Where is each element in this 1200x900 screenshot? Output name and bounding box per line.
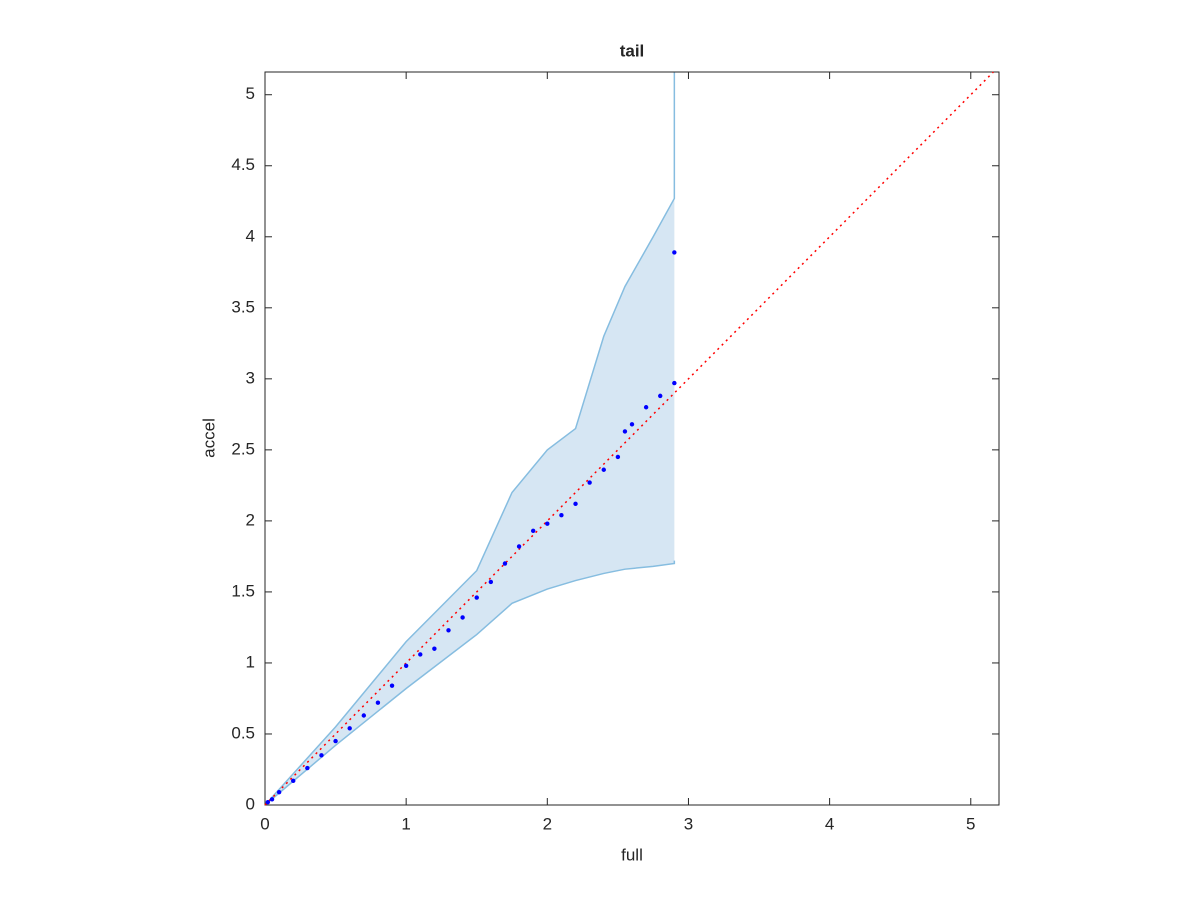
band-upper: [264, 72, 676, 806]
point: [622, 429, 628, 434]
point: [432, 646, 437, 651]
band-lower: [264, 560, 676, 806]
x-tick-label: 1: [401, 814, 410, 833]
point: [389, 683, 395, 688]
point: [643, 405, 649, 410]
point: [460, 615, 465, 620]
point: [418, 652, 423, 657]
point: [587, 480, 592, 485]
point: [276, 790, 282, 795]
point: [559, 513, 564, 518]
point: [601, 467, 606, 472]
y-tick-label: 3: [246, 368, 255, 387]
chart-title: tail: [620, 41, 645, 60]
point: [545, 521, 550, 526]
point: [530, 528, 536, 534]
band-fill: [265, 72, 675, 805]
x-tick-label: 4: [825, 814, 834, 833]
point: [658, 393, 663, 399]
y-axis-label: accel: [199, 418, 218, 458]
point: [305, 765, 310, 771]
plot-frame: [264, 71, 1000, 806]
y-tick-label: 0.5: [231, 723, 255, 742]
point: [319, 753, 324, 758]
point: [291, 778, 296, 784]
y-tick-label: 1.5: [231, 581, 255, 600]
point: [375, 700, 381, 705]
x-tick-label: 0: [260, 814, 269, 833]
point: [446, 628, 451, 633]
point: [474, 595, 479, 600]
point: [269, 797, 275, 802]
x-axis-label: full: [621, 845, 643, 864]
reference-line: [264, 71, 994, 806]
x-tick-label: 2: [543, 814, 552, 833]
point: [573, 501, 578, 507]
y-tick-label: 2.5: [231, 439, 255, 458]
point: [488, 579, 494, 585]
point: [265, 799, 271, 805]
y-tick-label: 2: [246, 510, 255, 529]
y-tick-label: 0: [246, 794, 255, 813]
point: [615, 454, 621, 460]
point: [516, 544, 522, 549]
y-tick-label: 1: [246, 652, 255, 671]
y-tick-label: 4: [246, 226, 255, 245]
y-tick-label: 3.5: [231, 297, 255, 316]
point: [333, 738, 338, 744]
point: [403, 663, 409, 668]
y-tick-label: 4.5: [231, 155, 255, 174]
point: [502, 561, 508, 566]
y-tick-label: 5: [246, 84, 255, 103]
point: [672, 380, 677, 386]
x-tick-label: 3: [684, 814, 693, 833]
point: [629, 422, 635, 427]
point: [672, 250, 677, 255]
x-tick-label: 5: [966, 814, 975, 833]
point: [347, 726, 352, 731]
point: [361, 713, 367, 718]
